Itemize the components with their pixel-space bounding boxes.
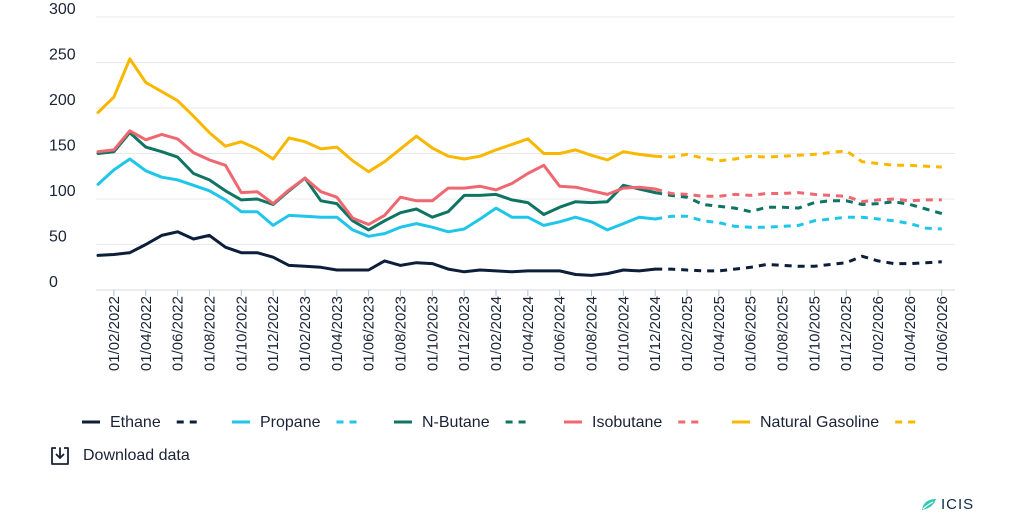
series-line-propane-forecast — [654, 214, 942, 231]
legend-item-n-butane[interactable]: N-Butane — [394, 414, 530, 431]
y-tick-label: 100 — [49, 183, 76, 200]
x-tick-label: 01/04/2023 — [329, 296, 346, 371]
x-tick-label: 01/08/2024 — [584, 296, 601, 371]
download-icon — [51, 447, 69, 465]
legend-label: Propane — [260, 414, 321, 431]
series-line-n-butane-actual — [96, 131, 657, 232]
x-tick-label: 01/12/2022 — [265, 296, 282, 371]
series-line-natural-gasoline-actual — [96, 57, 657, 174]
x-tick-label: 01/04/2024 — [520, 296, 537, 371]
legend-item-propane[interactable]: Propane — [232, 414, 361, 431]
legend-label: Natural Gasoline — [760, 414, 879, 431]
x-tick-label: 01/12/2023 — [456, 296, 473, 371]
x-tick-label: 01/02/2022 — [106, 296, 123, 371]
legend-label: N-Butane — [422, 414, 490, 431]
download-data-label: Download data — [83, 447, 190, 464]
x-tick-label: 01/02/2024 — [488, 296, 505, 371]
series-line-ethane-actual — [96, 230, 657, 277]
x-tick-label: 01/08/2022 — [201, 296, 218, 371]
x-tick-label: 01/06/2024 — [552, 296, 569, 371]
x-tick-label: 01/02/2023 — [297, 296, 314, 371]
x-tick-label: 01/04/2022 — [138, 296, 155, 371]
x-tick-label: 01/06/2026 — [934, 296, 951, 371]
legend-label: Isobutane — [592, 414, 662, 431]
icis-logo: ICIS — [920, 496, 975, 513]
x-tick-label: 01/10/2022 — [233, 296, 250, 371]
x-tick-label: 01/08/2023 — [392, 296, 409, 371]
x-axis-ticks: 01/02/2022 01/04/2022 01/06/2022 01/08/2022… — [106, 290, 951, 371]
x-tick-label: 01/10/2024 — [615, 296, 632, 371]
series-line-isobutane-forecast — [654, 187, 942, 204]
x-tick-label: 01/06/2022 — [170, 296, 187, 371]
legend-item-ethane[interactable]: Ethane — [82, 414, 201, 431]
legend-item-isobutane[interactable]: Isobutane — [564, 414, 703, 431]
x-tick-label: 01/04/2026 — [902, 296, 919, 371]
y-tick-label: 200 — [49, 92, 76, 109]
series-layer — [96, 57, 943, 277]
y-tick-label: 300 — [49, 1, 76, 18]
x-tick-label: 01/08/2025 — [775, 296, 792, 371]
x-tick-label: 01/12/2024 — [647, 296, 664, 371]
legend-item-natural-gasoline[interactable]: Natural Gasoline — [732, 414, 920, 431]
series-line-ethane-forecast — [655, 254, 942, 273]
x-tick-label: 01/12/2025 — [838, 296, 855, 371]
y-tick-label: 250 — [49, 47, 76, 64]
series-line-isobutane-actual — [96, 129, 657, 226]
series-line-n-butane-forecast — [654, 191, 943, 216]
legend[interactable]: Ethane Propane N-Butane Isobutane Natural Ga… — [82, 414, 920, 431]
x-tick-label: 01/10/2023 — [424, 296, 441, 371]
x-tick-label: 01/04/2025 — [711, 296, 728, 371]
logo-text: ICIS — [941, 496, 975, 513]
download-data-button[interactable]: Download data — [49, 444, 190, 468]
logo-leaf-icon — [922, 499, 936, 510]
series-line-natural-gasoline-forecast — [655, 149, 942, 169]
y-tick-label: 150 — [49, 138, 76, 155]
series-line-propane-actual — [96, 157, 657, 238]
x-tick-label: 01/06/2023 — [361, 296, 378, 371]
y-tick-label: 0 — [49, 274, 58, 291]
y-axis-ticks: 0 50 100 150 200 250 300 — [49, 1, 76, 291]
legend-label: Ethane — [110, 414, 161, 431]
x-tick-label: 01/02/2025 — [679, 296, 696, 371]
x-tick-label: 01/06/2025 — [743, 296, 760, 371]
x-tick-label: 01/02/2026 — [870, 296, 887, 371]
x-tick-label: 01/10/2025 — [806, 296, 823, 371]
y-tick-label: 50 — [49, 229, 67, 246]
